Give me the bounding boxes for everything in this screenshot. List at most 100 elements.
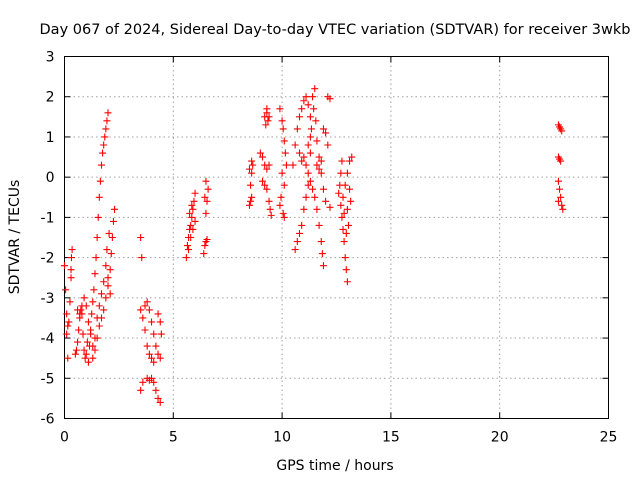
data-point [188,201,196,209]
data-point [317,238,325,246]
data-point [109,217,117,225]
data-point [183,242,191,250]
data-point [88,310,96,318]
data-point [204,185,212,193]
data-point [324,141,332,149]
data-point [315,153,323,161]
data-point [106,266,114,274]
plot-frame [64,56,609,419]
data-point [343,205,351,213]
data-point [154,310,162,318]
data-point [317,169,325,177]
data-point [302,161,310,169]
data-point [111,205,119,213]
data-point [91,346,99,354]
data-point [103,246,111,254]
data-point [82,350,90,358]
data-point [339,225,347,233]
data-point [313,205,321,213]
data-point [278,169,286,177]
data-point [104,109,112,117]
data-point [139,378,147,386]
y-axis-label: SDTVAR / TECUs [7,180,23,295]
data-point [278,117,286,125]
data-point [202,177,210,185]
data-point [203,236,211,244]
data-point [191,189,199,197]
data-point [339,193,347,201]
data-point [90,286,98,294]
data-point [182,254,190,262]
data-point [298,105,306,113]
data-point [344,221,352,229]
y-tick-label: -4 [41,331,55,347]
y-tick-label: -5 [41,371,55,387]
data-point [338,157,346,165]
data-point [342,266,350,274]
data-point [341,181,349,189]
data-point [281,149,289,157]
data-point [554,197,562,205]
data-point [150,330,158,338]
data-point [557,157,565,165]
data-point [152,342,160,350]
data-point [137,306,145,314]
data-point [279,209,287,217]
data-point [279,125,287,133]
data-point [264,117,272,125]
data-point [89,354,97,362]
data-point [263,105,271,113]
data-point [245,165,253,173]
y-tick-label: 1 [46,130,55,146]
data-point [315,165,323,173]
data-point [313,161,321,169]
data-point [298,157,306,165]
data-point [256,149,264,157]
data-point [156,354,164,362]
data-point [263,185,271,193]
data-point [302,193,310,201]
series-6 [137,234,165,366]
data-point [102,262,110,270]
series-19 [554,121,567,213]
data-point [137,234,145,241]
data-point [67,254,75,262]
data-point [63,310,71,318]
data-point [150,358,158,366]
data-point [63,330,71,338]
data-point [558,127,566,135]
data-point [291,141,299,149]
data-point [266,205,274,213]
series-8 [182,189,199,262]
data-point [156,318,164,326]
data-point [101,133,109,141]
data-point [92,254,100,262]
data-point [66,298,74,306]
data-point [74,338,82,346]
x-tick-label: 5 [169,430,178,446]
data-point [247,197,255,205]
data-point [186,209,194,217]
data-point [104,274,112,282]
data-point [315,221,323,229]
data-point [348,153,356,161]
data-point [97,161,105,169]
data-point [326,203,334,211]
data-point [276,201,284,209]
data-point [340,209,348,217]
data-point [337,169,345,177]
data-point [61,262,68,270]
data-point [102,294,110,302]
x-tick-label: 0 [60,430,69,446]
x-tick-label: 15 [382,430,400,446]
data-point [293,238,301,246]
data-point [201,193,209,201]
data-point [62,286,70,294]
data-point [139,314,147,322]
data-point [203,197,211,205]
data-point [67,266,75,274]
data-point [145,376,153,384]
data-point [141,302,149,310]
series-15 [300,85,330,270]
